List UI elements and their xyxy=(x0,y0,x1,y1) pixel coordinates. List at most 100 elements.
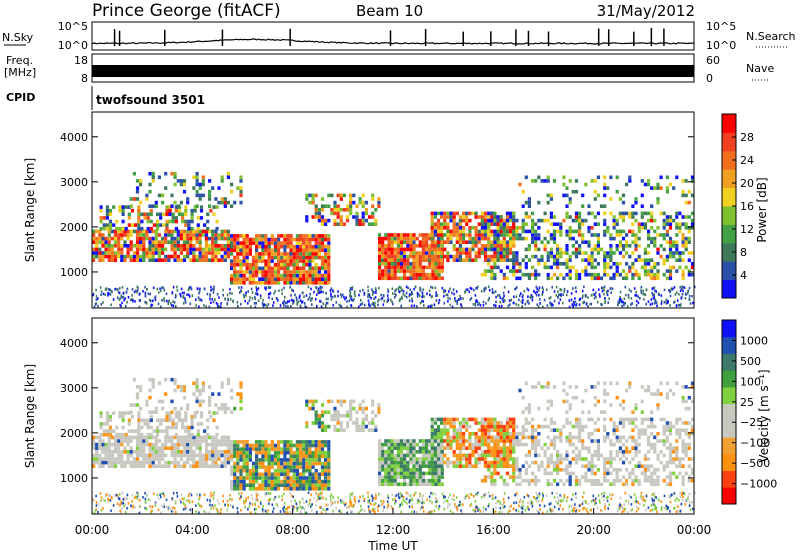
velocity-cell xyxy=(264,479,268,484)
power-cell xyxy=(327,297,329,301)
power-cell xyxy=(690,211,695,216)
velocity-cell xyxy=(480,424,484,429)
power-cell xyxy=(129,244,133,248)
power-cell xyxy=(208,258,212,262)
power-cell xyxy=(465,247,469,252)
power-cell xyxy=(121,226,125,231)
power-cell xyxy=(239,259,243,263)
power-cell xyxy=(443,233,447,237)
power-cell xyxy=(675,233,679,237)
power-cell xyxy=(581,289,584,293)
power-cell xyxy=(277,259,281,263)
velocity-cell xyxy=(496,464,500,468)
power-cell xyxy=(363,293,366,296)
velocity-cell xyxy=(496,428,500,432)
velocity-cell xyxy=(267,461,271,466)
velocity-cell xyxy=(165,429,169,433)
power-cell xyxy=(565,247,569,252)
power-cell xyxy=(150,303,153,307)
power-cell xyxy=(516,286,518,289)
power-cell xyxy=(603,193,607,198)
power-cell xyxy=(406,236,410,241)
velocity-cell xyxy=(449,439,453,443)
power-cell xyxy=(156,219,160,224)
velocity-cell xyxy=(458,457,462,461)
velocity-cell xyxy=(104,453,108,458)
power-cell xyxy=(213,288,215,291)
power-cell xyxy=(493,265,497,270)
velocity-cell xyxy=(440,421,444,425)
power-cell xyxy=(149,226,153,231)
velocity-cell xyxy=(236,440,240,444)
power-cell xyxy=(172,285,175,289)
velocity-cell xyxy=(502,478,506,483)
power-cell xyxy=(371,211,375,216)
velocity-cell xyxy=(242,443,246,448)
power-cell xyxy=(108,288,110,291)
power-cell xyxy=(320,241,325,245)
power-cell xyxy=(634,240,638,244)
power-cell xyxy=(233,255,237,260)
velocity-cell xyxy=(148,457,152,461)
power-cell xyxy=(515,295,518,298)
velocity-cell xyxy=(255,447,259,451)
velocity-cell xyxy=(311,399,315,404)
power-cell xyxy=(430,251,434,255)
power-cell xyxy=(681,193,685,198)
velocity-cell xyxy=(164,377,168,382)
power-cell xyxy=(625,272,629,277)
power-cell xyxy=(659,186,663,190)
velocity-cell xyxy=(371,399,375,404)
power-cell xyxy=(317,270,321,274)
velocity-cell xyxy=(302,458,306,462)
power-cell xyxy=(477,229,481,234)
power-cell xyxy=(531,218,535,223)
power-cell xyxy=(578,303,581,306)
power-cell xyxy=(549,254,553,259)
velocity-cell xyxy=(415,442,419,447)
power-cell xyxy=(509,226,513,230)
power-cell xyxy=(430,218,434,223)
power-cell xyxy=(637,276,641,281)
power-cell xyxy=(512,240,516,244)
velocity-cell xyxy=(327,487,331,491)
velocity-cell xyxy=(437,478,441,483)
power-cell xyxy=(609,265,613,270)
velocity-cell xyxy=(412,442,416,447)
power-cell xyxy=(120,244,124,248)
velocity-cell xyxy=(377,410,381,414)
velocity-cell xyxy=(458,446,462,450)
power-cell xyxy=(217,233,221,237)
power-cell xyxy=(458,229,462,234)
velocity-cell xyxy=(211,435,215,440)
power-cell xyxy=(412,258,416,262)
power-cell xyxy=(230,281,234,285)
velocity-cell xyxy=(186,450,190,454)
power-cell xyxy=(374,208,378,212)
power-cell xyxy=(631,211,635,216)
power-cell xyxy=(325,291,327,295)
power-cell xyxy=(418,265,422,270)
power-cell xyxy=(653,229,657,234)
velocity-cell xyxy=(206,418,210,423)
velocity-cell xyxy=(214,464,218,468)
velocity-cell xyxy=(393,442,397,447)
velocity-cell xyxy=(474,421,478,425)
power-cell xyxy=(571,236,575,241)
velocity-cell xyxy=(129,460,133,465)
power-cell xyxy=(264,234,268,238)
power-cell xyxy=(533,290,535,293)
power-cell xyxy=(291,288,293,292)
velocity-cell xyxy=(436,428,441,432)
power-cell xyxy=(286,241,290,245)
power-cell xyxy=(433,222,437,226)
velocity-cell xyxy=(471,432,475,436)
power-cell xyxy=(330,292,332,296)
power-cell xyxy=(521,204,525,208)
power-cell xyxy=(105,226,109,231)
velocity-cell xyxy=(483,464,488,468)
power-cell xyxy=(446,251,450,255)
velocity-cell xyxy=(104,446,108,450)
velocity-cell xyxy=(226,442,230,447)
velocity-cell xyxy=(255,487,259,491)
